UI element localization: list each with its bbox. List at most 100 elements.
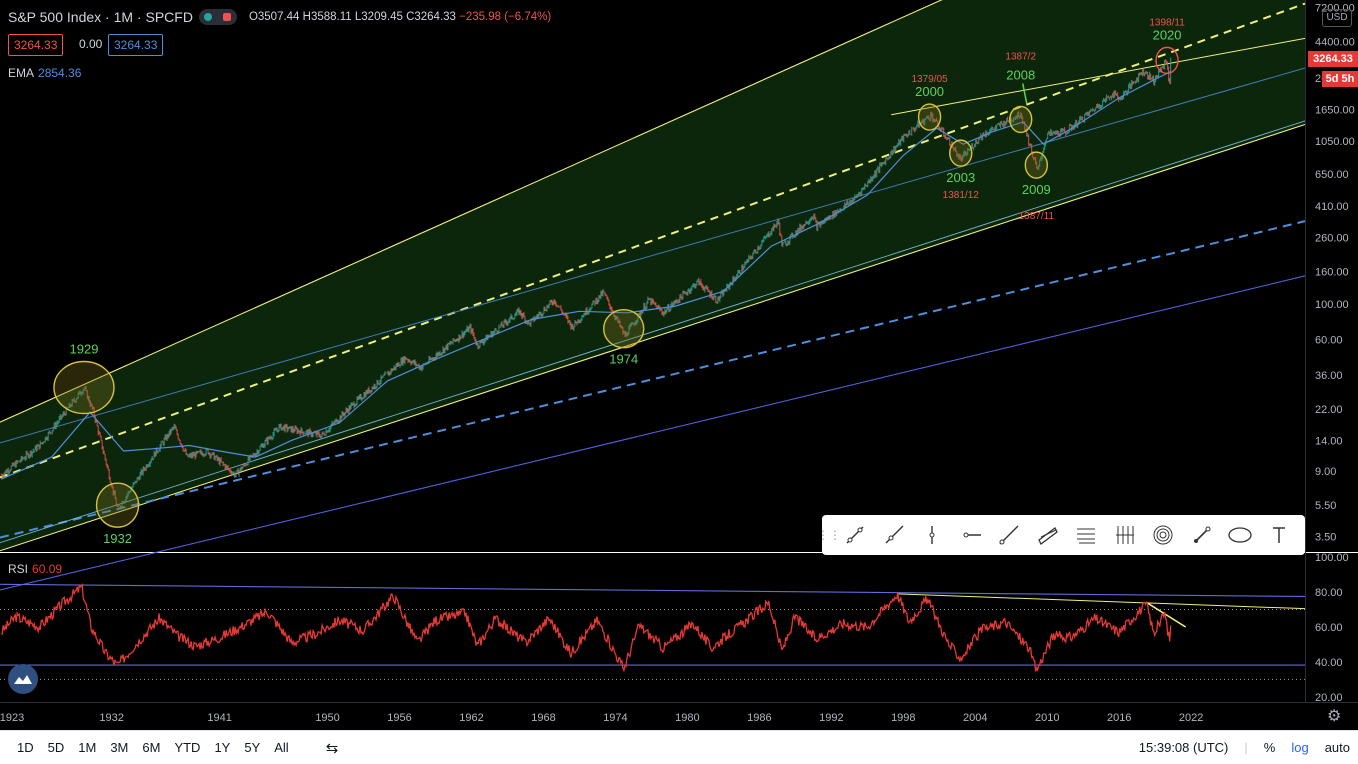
circle-marker-2008[interactable]	[1009, 105, 1033, 134]
text-tool-icon[interactable]	[1260, 515, 1299, 555]
time-tick: 2022	[1179, 712, 1203, 724]
close-value: C3264.33	[406, 11, 456, 23]
clock-time[interactable]: 15:39:08 (UTC)	[1138, 740, 1229, 755]
parallel-channel-icon[interactable]	[1029, 515, 1068, 555]
rsi-divergence-line[interactable]	[897, 593, 1306, 610]
price-tick: 260.00	[1315, 233, 1349, 245]
low-value: L3209.45	[354, 11, 403, 23]
ohlc-values: O3507.44 H3588.11 L3209.45 C3264.33 −235…	[249, 11, 551, 23]
rsi-legend[interactable]: RSI 60.09	[8, 562, 62, 576]
range-3m[interactable]: 3M	[110, 740, 129, 755]
iran-date-2008: 1387/2	[1005, 51, 1036, 62]
fib-retracement-icon[interactable]	[1067, 515, 1106, 555]
channel-lower-line[interactable]	[0, 123, 1306, 552]
top-resistance-line[interactable]	[891, 37, 1306, 116]
price-tick: 160.00	[1315, 266, 1349, 278]
range-1d[interactable]: 1D	[17, 740, 34, 755]
currency-badge[interactable]: USD	[1322, 9, 1352, 27]
blue-trend-line[interactable]	[0, 67, 1306, 444]
channel-upper-line[interactable]	[0, 0, 1305, 423]
buy-price-box[interactable]: 3264.33	[108, 34, 164, 56]
change-value: −235.98 (−6.74%)	[459, 11, 552, 23]
circle-marker-2003[interactable]	[949, 139, 973, 167]
channel-midline[interactable]	[0, 2, 1306, 479]
time-tick: 1986	[747, 712, 771, 724]
time-tick: 2010	[1035, 712, 1059, 724]
brush-icon[interactable]	[1183, 515, 1222, 555]
price-tick: 22.00	[1315, 404, 1343, 416]
range-1y[interactable]: 1Y	[214, 740, 231, 755]
range-5d[interactable]: 5D	[47, 740, 65, 755]
tradingview-logo-icon[interactable]	[8, 664, 38, 694]
price-tick: 1650.00	[1315, 105, 1355, 117]
circle-marker-1974[interactable]	[603, 309, 645, 349]
year-label-1929: 1929	[70, 341, 99, 356]
range-6m[interactable]: 6M	[142, 740, 161, 755]
year-label-1932: 1932	[103, 531, 132, 546]
gann-box-icon[interactable]	[1106, 515, 1145, 555]
extended-line-icon[interactable]	[990, 515, 1029, 555]
rsi-recent-trendline[interactable]	[1146, 601, 1187, 628]
auto-toggle[interactable]: auto	[1324, 740, 1350, 755]
range-5y[interactable]: 5Y	[244, 740, 261, 755]
iran-date-2009: 1387/11	[1019, 211, 1055, 222]
symbol-title[interactable]: S&P 500 Index · 1M · SPCFD	[8, 9, 193, 25]
sell-price-box[interactable]: 3264.33	[8, 34, 64, 56]
ema-label: EMA	[8, 66, 35, 80]
divider: |	[1244, 740, 1248, 755]
price-tick: 60.00	[1315, 334, 1343, 346]
range-ytd[interactable]: YTD	[174, 740, 201, 755]
time-tick: 1962	[459, 712, 483, 724]
circle-marker-2009[interactable]	[1024, 151, 1049, 179]
rsi-upper-trendline[interactable]	[0, 583, 1306, 598]
fib-circles-icon[interactable]	[1144, 515, 1183, 555]
percent-toggle[interactable]: %	[1263, 740, 1276, 755]
ema-legend[interactable]: EMA 2854.36	[8, 66, 81, 80]
rsi-label: RSI	[8, 562, 29, 576]
iran-date-2000: 1379/05	[911, 74, 948, 85]
price-tick: 1050.00	[1315, 136, 1355, 148]
range-1m[interactable]: 1M	[78, 740, 97, 755]
bottom-toolbar: 1D 5D 1M 3M 6M YTD 1Y 5Y All ⇆ 15:39:08 (UTC) | …	[0, 730, 1358, 764]
rsi-tick: 20.00	[1315, 692, 1343, 704]
year-label-2003: 2003	[946, 170, 975, 185]
year-label-1974: 1974	[609, 352, 638, 367]
horizontal-ray-icon[interactable]	[952, 515, 991, 555]
time-tick: 2016	[1107, 712, 1131, 724]
range-buttons: 1D 5D 1M 3M 6M YTD 1Y 5Y All	[0, 740, 296, 755]
ray-icon[interactable]	[875, 515, 914, 555]
rsi-value: 60.09	[32, 562, 63, 576]
price-tick: 3.50	[1315, 532, 1336, 544]
ema-line	[0, 70, 1171, 480]
drawing-toolbar: ⋮⋮	[817, 515, 1305, 555]
circle-marker-1929[interactable]	[53, 360, 115, 415]
circle-marker-1932[interactable]	[95, 482, 140, 528]
ellipse-icon[interactable]	[1221, 515, 1260, 555]
lower-support-line[interactable]	[0, 275, 1306, 591]
time-tick: 1968	[531, 712, 555, 724]
price-tick: 4400.00	[1315, 36, 1355, 48]
price-tick: 9.00	[1315, 466, 1336, 478]
compare-calendar-icon[interactable]: ⇆	[325, 739, 339, 757]
vertical-line-icon[interactable]	[913, 515, 952, 555]
year-label-2008: 2008	[1006, 67, 1035, 82]
chart-settings-icon[interactable]: ⚙	[1327, 708, 1342, 725]
ema-value: 2854.36	[38, 66, 82, 80]
circle-marker-2020[interactable]	[1155, 46, 1179, 75]
price-tick: 36.00	[1315, 370, 1343, 382]
market-status-toggle[interactable]	[198, 9, 237, 25]
market-closed-icon	[223, 13, 232, 21]
time-tick: 1980	[675, 712, 699, 724]
drag-handle-icon[interactable]: ⋮⋮	[817, 528, 841, 542]
trend-line-icon[interactable]	[836, 515, 875, 555]
long-trend-line[interactable]	[0, 120, 1306, 544]
time-tick: 1932	[99, 712, 123, 724]
year-label-2020: 2020	[1153, 27, 1182, 42]
range-all[interactable]: All	[274, 740, 289, 755]
spread-value: 0.00	[79, 37, 103, 51]
time-tick: 1950	[315, 712, 339, 724]
log-toggle[interactable]: log	[1291, 740, 1309, 755]
circle-marker-2000[interactable]	[917, 103, 942, 131]
price-tick: 100.00	[1315, 299, 1349, 311]
